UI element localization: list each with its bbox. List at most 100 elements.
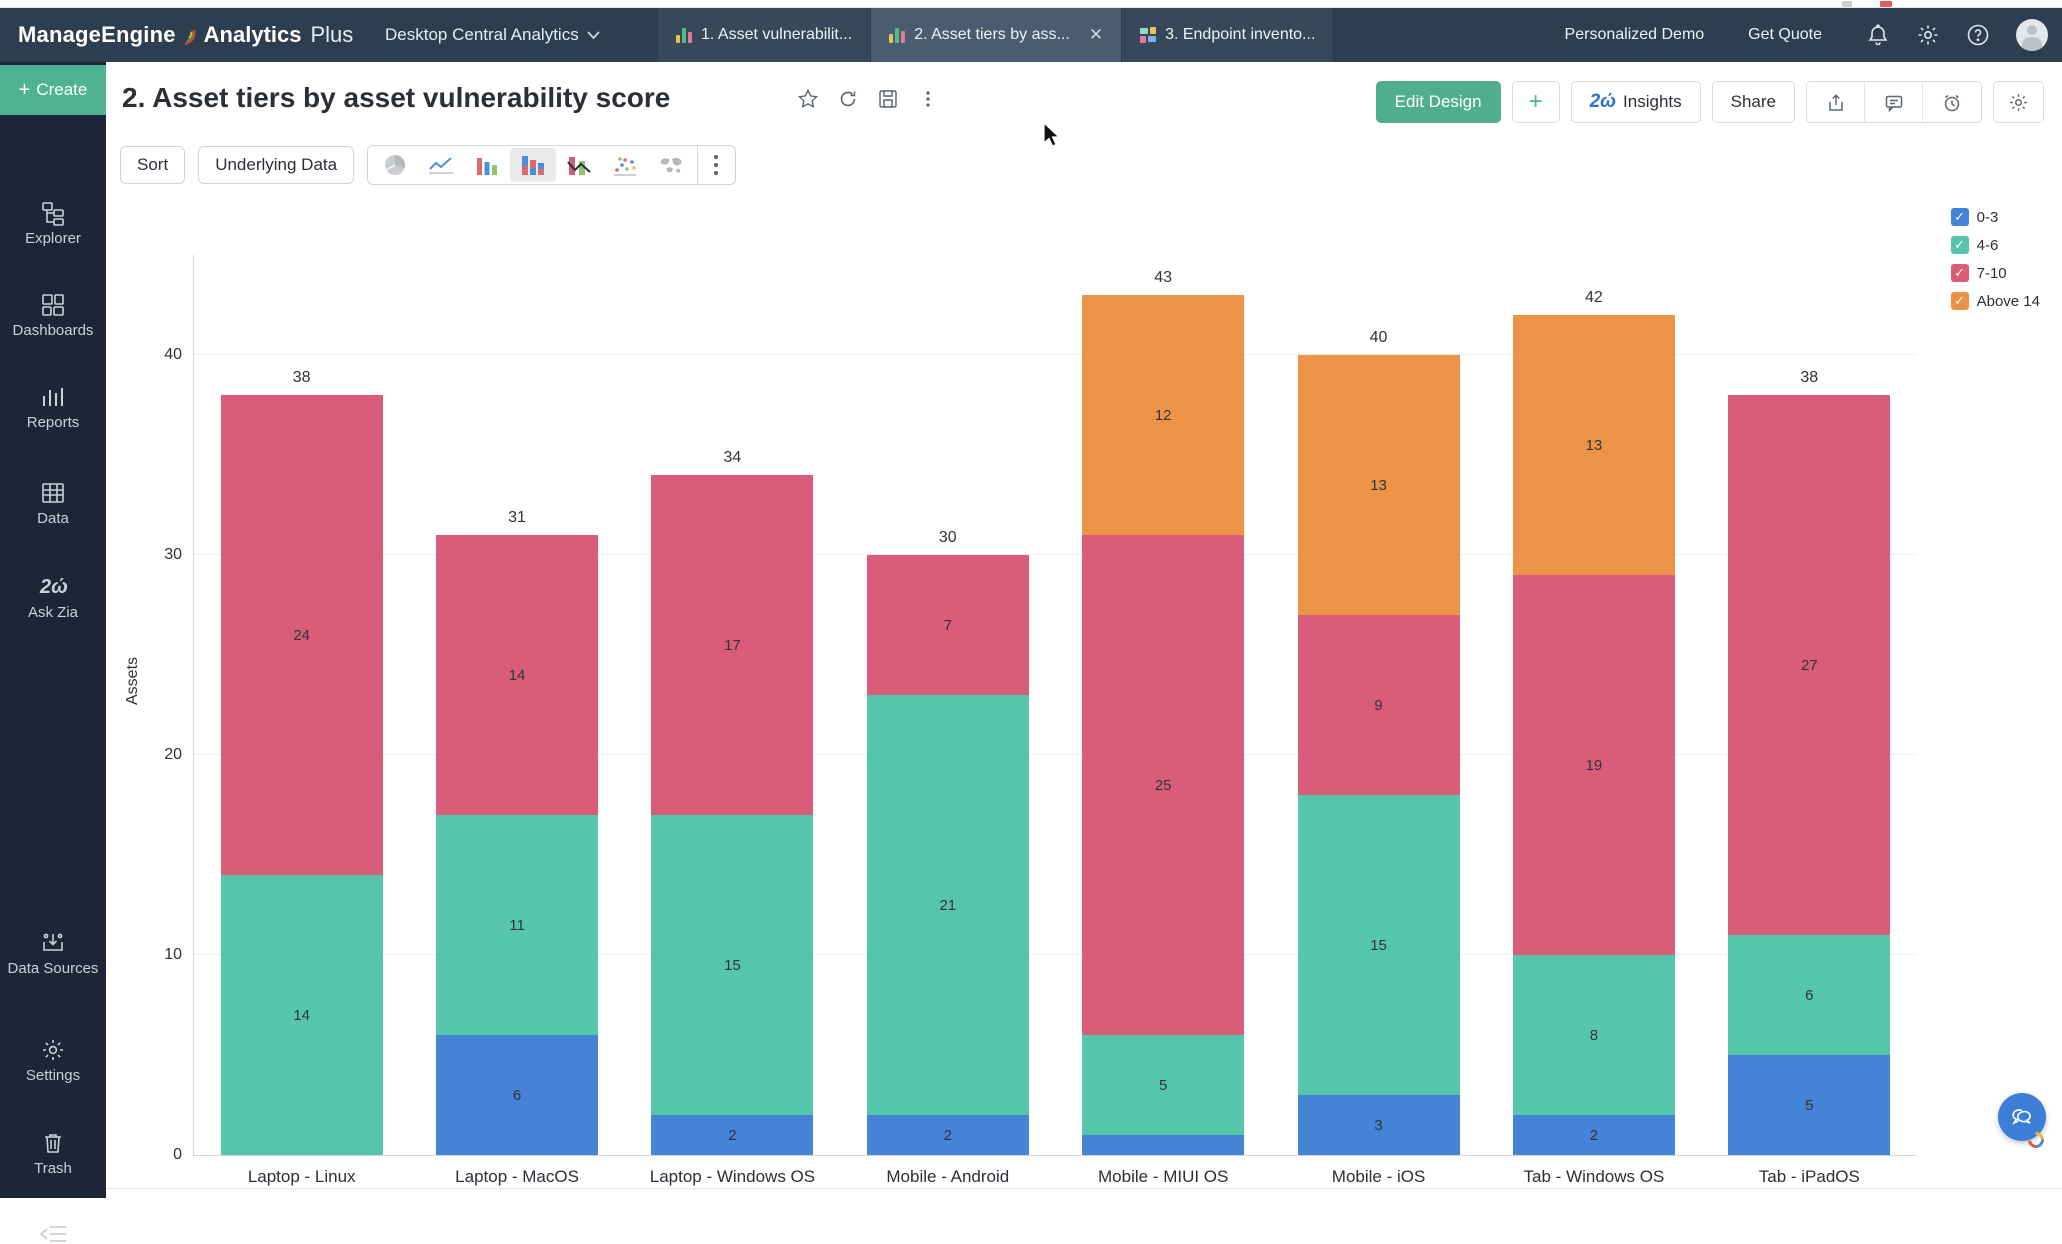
refresh-icon[interactable]: [838, 89, 858, 109]
stacked-bar-Laptop - MacOS[interactable]: 6 11 14: [436, 535, 599, 1155]
x-axis-line: [193, 1155, 1917, 1156]
export-icon[interactable]: [1807, 82, 1865, 122]
insights-button[interactable]: 2ώ Insights: [1570, 81, 1701, 123]
bar-segment-7-10[interactable]: 14: [436, 535, 599, 815]
y-tick-label: 20: [164, 746, 182, 763]
bar-segment-7-10[interactable]: 19: [1512, 575, 1675, 955]
bar-total-label: 38: [292, 369, 311, 386]
bar-segment-0-3[interactable]: 6: [436, 1035, 599, 1155]
sidebar-item-dashboards[interactable]: Dashboards: [0, 292, 106, 340]
bar-chart-type-icon[interactable]: [464, 148, 510, 182]
bar-total-label: 31: [508, 509, 526, 526]
combo-chart-type-icon[interactable]: [556, 148, 602, 182]
stacked-bar-Tab - iPadOS[interactable]: 5 6 27: [1728, 395, 1891, 1155]
add-button[interactable]: +: [1511, 81, 1560, 123]
stacked-bar-Laptop - Linux[interactable]: 14 24: [220, 395, 383, 1155]
report-settings-button[interactable]: [1993, 81, 2044, 123]
bar-segment-0-3[interactable]: 5: [1728, 1055, 1891, 1155]
legend-item-0-3[interactable]: ✓ 0-3: [1950, 208, 2040, 226]
sidebar-label: Reports: [26, 414, 80, 431]
bar-segment-0-3[interactable]: [1082, 1135, 1245, 1155]
personalized-demo-link[interactable]: Personalized Demo: [1564, 26, 1705, 43]
create-button[interactable]: + Create: [0, 65, 106, 115]
bar-total-label: 38: [1800, 369, 1819, 386]
more-chart-types-icon[interactable]: [701, 148, 731, 182]
sidebar-item-ask-zia[interactable]: 2ώ Ask Zia: [0, 574, 106, 622]
underlying-data-button[interactable]: Underlying Data: [198, 146, 355, 184]
bar-segment-4-6[interactable]: 21: [866, 695, 1029, 1115]
bar-slot: 3 15 9 13 40 Mobile - iOS: [1271, 255, 1486, 1186]
sidebar-item-data[interactable]: Data: [0, 480, 106, 528]
legend-item-Above 14[interactable]: ✓ Above 14: [1950, 292, 2040, 310]
bar-segment-7-10[interactable]: 9: [1297, 615, 1460, 795]
bar-segment-4-6[interactable]: 14: [220, 875, 383, 1155]
chat-support-button[interactable]: [1998, 1093, 2046, 1141]
sort-button[interactable]: Sort: [120, 146, 186, 184]
bar-segment-7-10[interactable]: 25: [1082, 535, 1245, 1035]
share-button[interactable]: Share: [1711, 81, 1795, 123]
sidebar-item-settings[interactable]: Settings: [0, 1037, 106, 1085]
sidebar-item-explorer[interactable]: Explorer: [0, 200, 106, 248]
bar-segment-0-3[interactable]: 2: [866, 1115, 1029, 1155]
bar-segment-Above 14[interactable]: 13: [1297, 355, 1460, 615]
sidebar-item-data-sources[interactable]: Data Sources: [0, 930, 106, 978]
sidebar-item-reports[interactable]: Reports: [0, 384, 106, 432]
top-navbar: ManageEngine Analytics Plus Desktop Cent…: [0, 8, 2062, 62]
workspace-selector[interactable]: Desktop Central Analytics: [385, 8, 600, 62]
bar-segment-0-3[interactable]: 2: [1512, 1115, 1675, 1155]
edit-design-button[interactable]: Edit Design: [1375, 81, 1501, 123]
stacked-bar-Mobile - MIUI OS[interactable]: 5 25 12: [1082, 295, 1245, 1155]
bar-segment-4-6[interactable]: 6: [1728, 935, 1891, 1055]
bar-segment-Above 14[interactable]: 13: [1512, 315, 1675, 575]
bar-segment-7-10[interactable]: 27: [1728, 395, 1891, 935]
stacked-bar-Mobile - iOS[interactable]: 3 15 9 13: [1297, 355, 1460, 1155]
save-icon[interactable]: [878, 89, 898, 109]
bar-segment-7-10[interactable]: 17: [651, 475, 814, 815]
favorite-star-icon[interactable]: [798, 89, 818, 109]
bar-segment-4-6[interactable]: 11: [436, 815, 599, 1035]
legend-item-4-6[interactable]: ✓ 4-6: [1950, 236, 2040, 254]
brand-logo[interactable]: ManageEngine Analytics Plus: [18, 8, 353, 62]
more-options-icon[interactable]: [918, 89, 938, 109]
bar-segment-7-10[interactable]: 24: [220, 395, 383, 875]
bar-segment-4-6[interactable]: 8: [1512, 955, 1675, 1115]
scatter-chart-type-icon[interactable]: [602, 148, 648, 182]
bell-icon[interactable]: [1866, 23, 1890, 47]
legend-checkbox[interactable]: ✓: [1950, 236, 1969, 254]
stacked-bar-Mobile - Android[interactable]: 2 21 7: [866, 555, 1029, 1155]
bar-segment-4-6[interactable]: 15: [1297, 795, 1460, 1095]
avatar[interactable]: [2016, 19, 2048, 51]
bar-segment-4-6[interactable]: 15: [651, 815, 814, 1115]
alert-clock-icon[interactable]: [1923, 82, 1981, 122]
legend-checkbox[interactable]: ✓: [1950, 292, 1969, 310]
tab-asset-vulnerability[interactable]: 1. Asset vulnerabilit...: [658, 8, 872, 62]
tab-endpoint-inventory[interactable]: 3. Endpoint invento...: [1122, 8, 1335, 62]
line-chart-type-icon[interactable]: [418, 148, 464, 182]
tab-asset-tiers[interactable]: 2. Asset tiers by ass... ✕: [871, 8, 1123, 62]
stacked-bar-chart-type-icon[interactable]: [510, 148, 557, 182]
sidebar-item-trash[interactable]: Trash: [0, 1130, 106, 1178]
sidebar-label: Explorer: [25, 230, 81, 247]
chart-legend: ✓ 0-3 ✓ 4-6 ✓ 7-10 ✓ Above 14: [1950, 208, 2040, 310]
bar-segment-7-10[interactable]: 7: [866, 555, 1029, 695]
close-icon[interactable]: ✕: [1088, 25, 1104, 44]
stacked-bar-Tab - Windows OS[interactable]: 2 8 19 13: [1512, 315, 1675, 1155]
main-content: 2. Asset tiers by asset vulnerability sc…: [106, 62, 2062, 1198]
pie-chart-type-icon[interactable]: [372, 148, 418, 182]
bar-total-label: 42: [1585, 289, 1603, 306]
stacked-bar-Laptop - Windows OS[interactable]: 2 15 17: [651, 475, 814, 1155]
bar-segment-4-6[interactable]: 5: [1082, 1035, 1245, 1135]
bar-segment-0-3[interactable]: 3: [1297, 1095, 1460, 1155]
legend-checkbox[interactable]: ✓: [1950, 264, 1969, 282]
gear-icon[interactable]: [1916, 23, 1940, 47]
map-chart-type-icon[interactable]: [648, 148, 694, 182]
comment-icon[interactable]: [1865, 82, 1923, 122]
get-quote-link[interactable]: Get Quote: [1748, 26, 1822, 43]
legend-checkbox[interactable]: ✓: [1950, 208, 1969, 226]
legend-item-7-10[interactable]: ✓ 7-10: [1950, 264, 2040, 282]
bar-segment-0-3[interactable]: 2: [651, 1115, 814, 1155]
help-icon[interactable]: [1966, 23, 1990, 47]
collapse-sidebar-icon[interactable]: [38, 1224, 68, 1244]
sidebar-label: Ask Zia: [27, 604, 78, 621]
bar-segment-Above 14[interactable]: 12: [1082, 295, 1245, 535]
